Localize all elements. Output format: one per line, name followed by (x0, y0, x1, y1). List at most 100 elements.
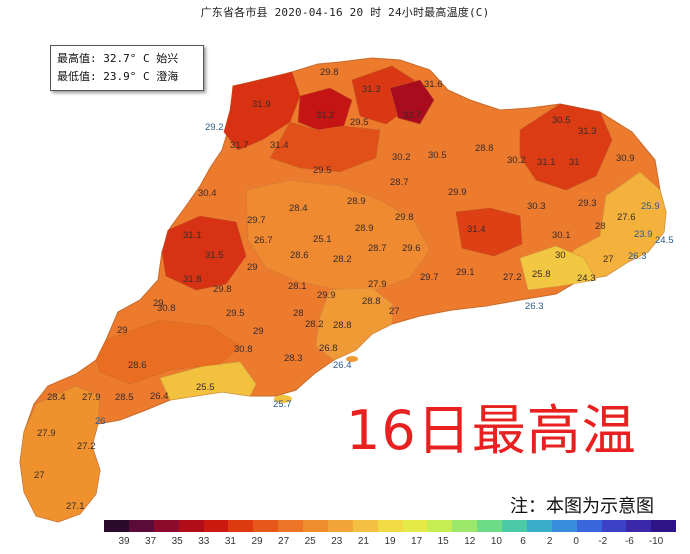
temperature-label: 31.4 (270, 140, 289, 151)
temperature-label: 30.3 (527, 201, 546, 212)
disclaimer-note: 注：本图为示意图 (510, 496, 654, 517)
region-shantou-yellow (519, 245, 597, 291)
temperature-label: 29 (253, 326, 264, 337)
temperature-label: 27 (34, 470, 45, 481)
temperature-label: 30.1 (552, 230, 571, 241)
temperature-label: 31.3 (362, 84, 381, 95)
temperature-label: 28.4 (289, 203, 308, 214)
temperature-label: 30.9 (616, 153, 635, 164)
temperature-label: 23.9 (634, 229, 653, 240)
temperature-label: 28.8 (475, 143, 494, 154)
extremes-box: 最高值: 32.7° C 始兴 最低值: 23.9° C 澄海 (50, 45, 204, 91)
region-west-red (161, 215, 247, 291)
headline: 16日最高温 (346, 399, 637, 462)
legend-swatch (402, 520, 428, 532)
legend-swatch (153, 520, 179, 532)
temperature-label: 26.4 (333, 360, 352, 371)
temperature-label: 28.4 (47, 392, 66, 403)
temperature-label: 25.9 (641, 201, 660, 212)
temperature-label: 29.8 (213, 284, 232, 295)
island (274, 395, 292, 403)
legend-tick-label: 35 (171, 536, 183, 547)
temperature-label: 30.4 (198, 188, 217, 199)
temperature-label: 31.7 (230, 140, 249, 151)
temperature-label: 31.1 (537, 157, 556, 168)
legend-tick-label: 10 (490, 536, 502, 547)
legend-swatch (626, 520, 652, 532)
legend-swatch (178, 520, 204, 532)
legend-tick-label: -10 (648, 536, 664, 547)
island (628, 241, 636, 247)
temperature-label: 27.6 (617, 212, 636, 223)
temperature-label: 24.3 (577, 273, 596, 284)
temperature-label: 29.8 (320, 67, 339, 78)
legend-tick-label: 37 (145, 536, 157, 547)
legend-tick-label: 19 (384, 536, 396, 547)
legend-swatch (502, 520, 527, 532)
temperature-label: 26.3 (628, 251, 647, 262)
temperature-label: 26.7 (254, 235, 273, 246)
map-title: 广东省各市县 2020-04-16 20 时 24小时最高温度(C) (200, 6, 490, 19)
temperature-label: 29.2 (205, 122, 224, 133)
legend-swatch (228, 520, 254, 532)
color-legend (104, 520, 677, 532)
temperature-label: 29.8 (395, 212, 414, 223)
temperature-label: 25.8 (532, 269, 551, 280)
region-pearl-delta-light (315, 287, 393, 361)
legend-swatch (278, 520, 303, 532)
temperature-label: 27.9 (82, 392, 101, 403)
legend-swatch (128, 520, 154, 532)
temperature-label: 28.2 (333, 254, 352, 265)
temperature-label: 29 (153, 298, 164, 309)
temperature-label: 29.6 (402, 243, 421, 254)
region-north-center (269, 121, 381, 173)
temperature-label: 29.9 (317, 290, 336, 301)
temperature-label: 26.4 (150, 391, 169, 402)
temperature-label: 31.9 (252, 99, 271, 110)
legend-swatch (477, 520, 502, 532)
temperature-label: 30.2 (392, 152, 411, 163)
legend-tick-label: 17 (411, 536, 423, 547)
temperature-label: 28.6 (128, 360, 147, 371)
legend-tick-label: 12 (464, 536, 476, 547)
temperature-label: 27.2 (503, 272, 522, 283)
legend-swatch (601, 520, 627, 532)
legend-tick-label: 39 (118, 536, 130, 547)
temperature-label: 30.5 (428, 150, 447, 161)
temperature-label: 28.1 (288, 281, 307, 292)
region-shixing-darkred (389, 79, 435, 125)
temperature-label: 29.7 (420, 272, 439, 283)
legend-tick-label: 15 (437, 536, 449, 547)
temperature-label: 27 (389, 306, 400, 317)
temperature-label: 28.5 (115, 392, 134, 403)
temperature-label: 29.7 (247, 215, 266, 226)
legend-swatch (104, 520, 129, 532)
temperature-label: 31.1 (183, 230, 202, 241)
legend-swatch (576, 520, 602, 532)
temperature-label: 28.8 (333, 320, 352, 331)
temperature-label: 29.5 (313, 165, 332, 176)
region-northeast-red (519, 103, 613, 191)
temperature-labels: 29.8 31.3 31.6 31.9 31.2 29.5 32.7 29.2 31.7 31.4… (34, 67, 674, 512)
temperature-label: 31.6 (424, 79, 443, 90)
temperature-label: 27.9 (37, 428, 56, 439)
temperature-label: 28.3 (284, 353, 303, 364)
temperature-label: 26.3 (525, 301, 544, 312)
temperature-label: 28 (595, 221, 606, 232)
temperature-label: 29 (117, 325, 128, 336)
temperature-label: 27 (603, 254, 614, 265)
region-center-orange (245, 179, 431, 291)
legend-tick-label: 21 (357, 536, 369, 547)
legend-tick-label: 23 (331, 536, 343, 547)
temperature-label: 31.2 (316, 110, 335, 121)
temperature-label: 30.5 (552, 115, 571, 126)
max-value-line: 最高值: 32.7° C 始兴 (57, 52, 179, 65)
temperature-label: 28.7 (368, 243, 387, 254)
temperature-label: 29 (247, 262, 258, 273)
temperature-label: 26.8 (319, 343, 338, 354)
temperature-label: 30 (555, 250, 566, 261)
temperature-label: 31.4 (467, 224, 486, 235)
temperature-label: 27.1 (66, 501, 85, 512)
temperature-label: 31 (569, 157, 580, 168)
